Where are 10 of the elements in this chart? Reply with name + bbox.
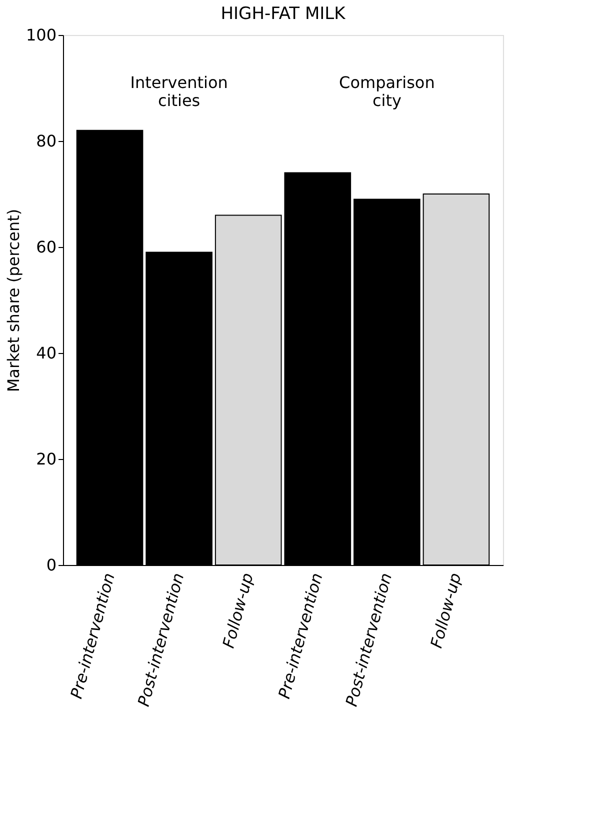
y-tick-label: 40	[36, 344, 56, 362]
y-tick-label: 100	[26, 26, 56, 44]
y-tick-label: 0	[46, 556, 56, 574]
y-tick-label: 80	[36, 132, 56, 150]
y-tick-label: 20	[36, 450, 56, 468]
y-axis-title: Market share (percent)	[4, 208, 23, 392]
annotation: Intervention cities	[130, 73, 228, 110]
y-tick-label: 60	[36, 238, 56, 256]
annotation: Comparison city	[339, 73, 435, 110]
chart-title: HIGH-FAT MILK	[220, 4, 346, 24]
